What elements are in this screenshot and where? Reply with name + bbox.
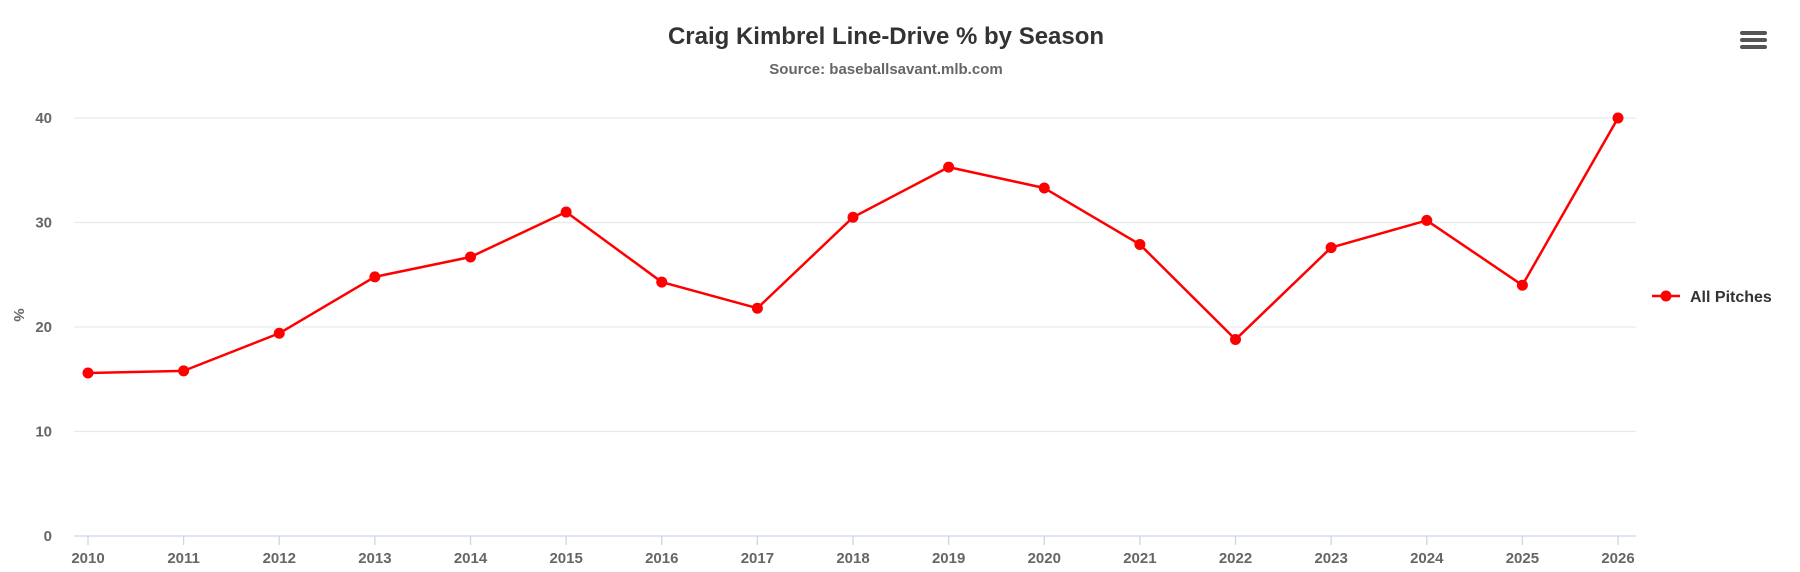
data-point[interactable] <box>178 365 190 377</box>
x-tick-label: 2015 <box>549 550 582 567</box>
y-tick-label: 20 <box>35 319 52 336</box>
chart-subtitle: Source: baseballsavant.mlb.com <box>769 61 1002 78</box>
x-tick-label: 2013 <box>358 550 391 567</box>
menu-bar-bottom <box>1740 45 1767 49</box>
data-point[interactable] <box>943 161 955 173</box>
x-tick-label: 2020 <box>1028 550 1061 567</box>
legend-marker-swatch <box>1660 290 1672 302</box>
hamburger-menu-icon[interactable] <box>1736 28 1772 58</box>
x-tick-label: 2023 <box>1314 550 1347 567</box>
y-tick-label: 40 <box>35 110 52 127</box>
series-line-0 <box>87 117 1620 375</box>
x-tick-label: 2010 <box>71 550 104 567</box>
menu-bar-middle <box>1740 38 1767 42</box>
data-point[interactable] <box>273 327 285 339</box>
x-tick-label: 2017 <box>741 550 774 567</box>
series-all-pitches <box>82 112 1624 379</box>
x-tick-label: 2014 <box>454 550 488 567</box>
legend-item-all-pitches[interactable]: All Pitches <box>1690 289 1772 306</box>
data-point[interactable] <box>560 206 572 218</box>
data-point[interactable] <box>82 367 94 379</box>
chart-title: Craig Kimbrel Line-Drive % by Season <box>668 23 1104 50</box>
x-tick-label: 2012 <box>263 550 296 567</box>
y-tick-label: 30 <box>35 215 52 232</box>
legend[interactable]: All Pitches <box>1652 289 1772 306</box>
menu-bar-top <box>1740 31 1767 35</box>
x-axis: 2010 2011 2012 2013 2014 2015 2016 2017 2018 2019… <box>71 535 1636 567</box>
data-point[interactable] <box>1325 242 1337 254</box>
y-tick-label: 10 <box>35 424 52 441</box>
x-tick-label: 2018 <box>836 550 869 567</box>
data-point[interactable] <box>1421 214 1433 226</box>
data-point[interactable] <box>1612 112 1624 124</box>
x-tick-label: 2025 <box>1506 550 1539 567</box>
data-point[interactable] <box>465 251 476 263</box>
x-tick-label: 2019 <box>932 550 965 567</box>
data-point[interactable] <box>1516 279 1528 291</box>
x-tick-label: 2024 <box>1410 550 1444 567</box>
data-point[interactable] <box>1134 238 1146 250</box>
y-tick-label: 0 <box>44 528 52 545</box>
data-point[interactable] <box>656 276 668 288</box>
x-tick-label: 2011 <box>167 550 200 567</box>
y-axis-label: % <box>10 308 27 321</box>
x-tick-label: 2022 <box>1219 550 1252 567</box>
data-point[interactable] <box>1230 334 1241 346</box>
data-point[interactable] <box>751 302 763 314</box>
x-tick-label: 2021 <box>1123 550 1156 567</box>
data-point[interactable] <box>369 271 381 283</box>
grid-lines <box>74 117 1636 433</box>
x-tick-label: 2026 <box>1601 550 1634 567</box>
data-point[interactable] <box>1038 182 1050 194</box>
y-axis-ticks: 0 10 20 30 40 <box>35 110 52 545</box>
data-point[interactable] <box>847 211 859 223</box>
x-tick-label: 2016 <box>645 550 678 567</box>
